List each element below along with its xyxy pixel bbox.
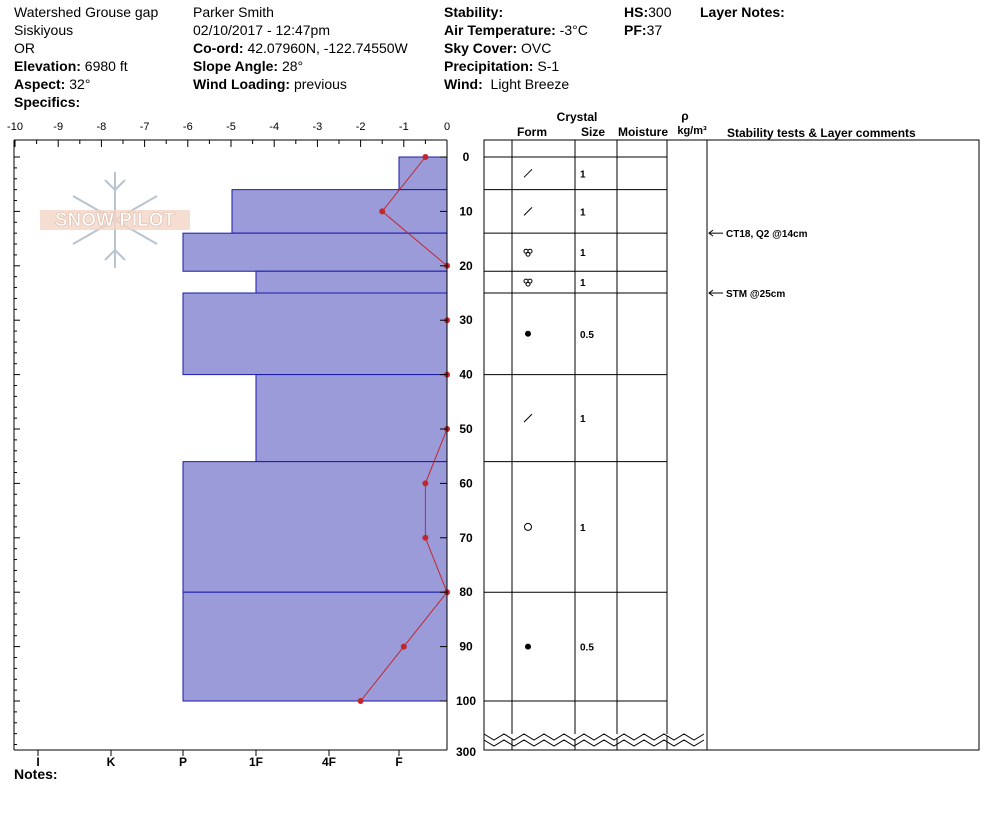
hs-field: HS:300 xyxy=(624,4,672,20)
stability-arrow-head xyxy=(708,289,714,297)
density-unit-header: kg/m³ xyxy=(677,125,707,137)
hardness-tick-label: 1F xyxy=(249,755,263,769)
hardness-bar xyxy=(182,591,448,702)
wind-loading-field: Wind Loading: previous xyxy=(193,76,347,92)
elevation-field: Elevation: 6980 ft xyxy=(14,58,128,74)
layer-notes-label: Layer Notes: xyxy=(700,4,785,20)
logo-band xyxy=(40,210,190,230)
stability-test-label: CT18, Q2 @14cm xyxy=(726,229,808,240)
decomposing-fragments-icon xyxy=(523,248,533,257)
depth-tick-label: 10 xyxy=(459,204,473,218)
location-name: Watershed Grouse gap xyxy=(14,4,159,20)
observer-name: Parker Smith xyxy=(193,4,274,20)
temp-tick-label: -10 xyxy=(7,121,23,133)
crystal-size-label: 1 xyxy=(580,278,586,289)
coord-field: Co-ord: 42.07960N, -122.74550W xyxy=(193,40,408,56)
observation-datetime: 02/10/2017 - 12:47pm xyxy=(193,22,330,38)
hardness-bar xyxy=(398,156,448,191)
hardness-tick-label: K xyxy=(107,755,116,769)
depth-tick-label: 100 xyxy=(456,694,476,708)
specifics-field: Specifics: xyxy=(14,94,81,110)
decomposing-fragments-icon xyxy=(523,278,533,287)
depth-tick-label: 40 xyxy=(459,368,473,382)
depth-max-label: 300 xyxy=(456,745,476,759)
table-frame xyxy=(483,139,980,751)
temperature-point xyxy=(422,480,429,487)
stability-test-label: STM @25cm xyxy=(726,289,785,300)
precip-particles-icon xyxy=(523,207,533,216)
depth-break-zigzag xyxy=(483,733,705,741)
crystal-size-label: 1 xyxy=(580,207,586,218)
rounded-grains-icon xyxy=(525,643,531,650)
temp-tick-label: -9 xyxy=(53,121,63,133)
temp-tick-label: -3 xyxy=(313,121,323,133)
hardness-bar xyxy=(231,189,448,234)
temperature-point xyxy=(422,154,429,160)
crystal-size-label: 1 xyxy=(580,523,586,534)
hardness-bar xyxy=(255,270,448,294)
depth-tick-label: 70 xyxy=(459,531,473,545)
hardness-bar xyxy=(182,232,448,272)
depth-tick-label: 0 xyxy=(463,150,470,164)
temp-tick-label: -6 xyxy=(183,121,193,133)
depth-break-zigzag xyxy=(483,739,705,747)
depth-tick-label: 80 xyxy=(459,585,473,599)
crystal-size-label: 0.5 xyxy=(580,330,594,341)
logo-text: SNOW PILOT xyxy=(55,210,176,231)
temp-tick-label: -1 xyxy=(399,121,409,133)
moisture-header: Moisture xyxy=(618,125,668,139)
pf-field: PF:37 xyxy=(624,22,663,38)
hardness-bar xyxy=(255,374,448,463)
hardness-tick-label: F xyxy=(395,755,402,769)
hardness-tick-label: I xyxy=(36,755,39,769)
depth-tick-label: 90 xyxy=(459,640,473,654)
stability-field: Stability: xyxy=(444,4,504,20)
temperature-point xyxy=(400,643,407,650)
temp-tick-label: 0 xyxy=(444,121,450,133)
temp-tick-label: -2 xyxy=(356,121,366,133)
temp-tick-label: -7 xyxy=(140,121,150,133)
precip-particles-icon xyxy=(523,168,533,178)
form-header: Form xyxy=(517,125,547,139)
precipitation-field: Precipitation: S-1 xyxy=(444,58,560,74)
depth-tick-label: 60 xyxy=(459,476,473,490)
notes-label: Notes: xyxy=(14,766,58,782)
crystal-size-label: 0.5 xyxy=(580,643,594,654)
stability-arrow-head xyxy=(708,229,714,237)
crystal-size-label: 1 xyxy=(580,169,586,180)
depth-tick-label: 50 xyxy=(459,422,473,436)
temperature-point xyxy=(357,698,364,704)
hardness-tick-label: P xyxy=(179,755,187,769)
size-header: Size xyxy=(581,125,605,139)
crystal-header: Crystal xyxy=(557,110,598,124)
slope-angle-field: Slope Angle: 28° xyxy=(193,58,304,74)
wind-field: Wind: Light Breeze xyxy=(444,76,570,92)
temperature-point xyxy=(379,208,386,215)
hardness-tick-label: 4F xyxy=(322,755,336,769)
hardness-bar xyxy=(182,461,448,593)
crystal-size-label: 1 xyxy=(580,248,586,259)
hardness-bar xyxy=(182,292,448,376)
temp-tick-label: -5 xyxy=(226,121,236,133)
sky-cover-field: Sky Cover: OVC xyxy=(444,40,552,56)
crystal-size-label: 1 xyxy=(580,414,586,425)
air-temperature-field: Air Temperature: -3°C xyxy=(444,22,588,38)
temperature-point xyxy=(422,534,429,541)
temp-tick-label: -4 xyxy=(269,121,279,133)
melt-forms-icon xyxy=(524,522,532,531)
rho-header: ρ xyxy=(681,109,688,123)
stability-comments-header: Stability tests & Layer comments xyxy=(727,126,916,140)
depth-tick-label: 20 xyxy=(459,259,473,273)
rounded-grains-icon xyxy=(525,330,531,337)
aspect-field: Aspect: 32° xyxy=(14,76,91,92)
precip-particles-icon xyxy=(523,413,533,423)
depth-tick-label: 30 xyxy=(459,313,473,327)
state-name: OR xyxy=(14,40,35,56)
region-name: Siskiyous xyxy=(14,22,74,38)
temp-tick-label: -8 xyxy=(97,121,107,133)
